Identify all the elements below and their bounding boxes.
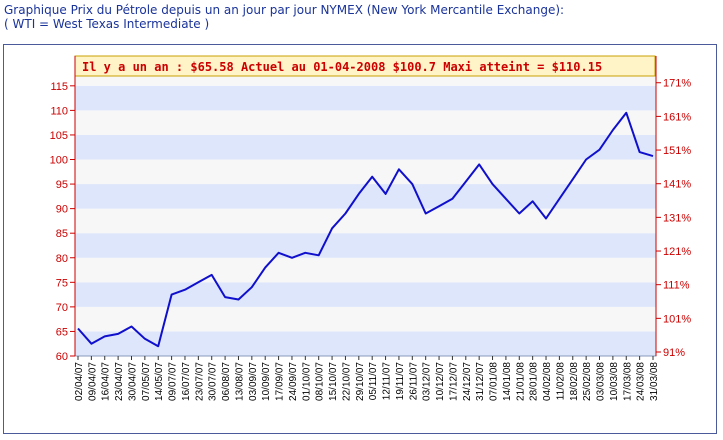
chart-title: Il y a un an : $65.58 Actuel au 01-04-20… <box>82 60 602 74</box>
x-tick-label: 09/04/07 <box>87 362 98 401</box>
left-tick-label: 90 <box>56 204 68 216</box>
x-tick-label: 16/07/07 <box>181 362 192 401</box>
left-tick-label: 105 <box>50 130 68 142</box>
x-tick-label: 18/02/08 <box>569 362 580 401</box>
x-tick-label: 23/04/07 <box>114 362 125 401</box>
right-tick-label: 161% <box>663 111 691 123</box>
left-y-axis: 60 65 70 75 80 85 90 95 100 105 110 115 <box>50 56 76 363</box>
grid-band <box>75 184 656 209</box>
x-tick-label: 30/07/07 <box>208 362 219 401</box>
grid-band <box>75 134 656 160</box>
x-tick-label: 17/12/07 <box>448 362 459 401</box>
grid-band <box>75 257 656 283</box>
x-tick-label: 25/02/08 <box>582 362 593 401</box>
chart-caption: Graphique Prix du Pétrole depuis un an j… <box>4 3 719 31</box>
left-tick-label: 100 <box>50 155 68 167</box>
x-tick-label: 10/03/08 <box>609 362 620 401</box>
grid-band <box>75 159 656 185</box>
x-tick-label: 11/02/08 <box>555 362 566 401</box>
grid-band <box>75 110 656 135</box>
x-tick-label: 05/11/07 <box>368 362 379 401</box>
x-tick-label: 31/12/07 <box>475 362 486 401</box>
left-tick-label: 75 <box>56 277 68 289</box>
left-tick-label: 115 <box>50 81 68 93</box>
x-tick-label: 07/05/07 <box>141 362 152 401</box>
right-tick-label: 151% <box>663 145 691 157</box>
x-tick-label: 06/08/07 <box>221 362 232 401</box>
right-tick-label: 141% <box>663 179 691 191</box>
x-tick-label: 30/04/07 <box>127 362 138 401</box>
right-tick-label: 131% <box>663 212 691 224</box>
x-tick-label: 10/12/07 <box>435 362 446 401</box>
right-tick-label: 111% <box>663 280 690 292</box>
x-tick-label: 01/10/07 <box>301 362 312 401</box>
x-tick-label: 14/05/07 <box>154 362 165 401</box>
grid-band <box>75 233 656 258</box>
grid-band <box>75 331 656 356</box>
left-tick-label: 70 <box>56 302 68 314</box>
x-tick-label: 03/03/08 <box>596 362 607 401</box>
right-y-axis: 91% 101% 111% 121% 131% 141% 151% 161% 171% <box>655 56 691 359</box>
x-tick-label: 16/04/07 <box>101 362 112 401</box>
x-tick-label: 13/08/07 <box>234 362 245 401</box>
price-series-line <box>77 111 654 348</box>
x-tick-label: 03/09/07 <box>248 362 259 401</box>
x-tick-label: 24/09/07 <box>288 362 299 401</box>
x-tick-label: 28/01/08 <box>529 362 540 401</box>
left-tick-label: 95 <box>56 179 68 191</box>
left-tick-label: 85 <box>56 228 68 240</box>
x-tick-label: 19/11/07 <box>395 362 406 401</box>
x-tick-label: 23/07/07 <box>194 362 205 401</box>
x-tick-label: 03/12/07 <box>422 362 433 401</box>
x-tick-label: 04/02/08 <box>542 362 553 401</box>
x-tick-label: 29/10/07 <box>355 362 366 401</box>
left-tick-label: 65 <box>56 326 68 338</box>
grid-band <box>75 306 656 332</box>
grid-bands <box>74 75 657 357</box>
x-tick-label: 09/07/07 <box>168 362 179 401</box>
x-tick-label: 31/03/08 <box>649 362 660 401</box>
x-tick-label: 15/10/07 <box>328 362 339 401</box>
left-tick-label: 60 <box>56 351 68 363</box>
right-tick-label: 101% <box>663 313 691 325</box>
grid-band <box>75 76 656 86</box>
left-tick-label: 80 <box>56 253 68 265</box>
x-tick-label: 12/11/07 <box>382 362 393 401</box>
right-tick-label: 91% <box>663 347 685 359</box>
grid-band <box>75 208 656 234</box>
x-tick-label: 24/03/08 <box>636 362 647 401</box>
x-tick-label: 22/10/07 <box>341 362 352 401</box>
x-tick-label: 10/09/07 <box>261 362 272 401</box>
caption-line-1: Graphique Prix du Pétrole depuis un an j… <box>4 3 565 17</box>
right-tick-label: 171% <box>663 78 691 90</box>
x-tick-label: 02/04/07 <box>74 362 85 401</box>
x-tick-label: 17/09/07 <box>275 362 286 401</box>
x-axis: 02/04/07 09/04/07 16/04/07 23/04/07 30/04/07… <box>74 356 660 401</box>
x-tick-label: 24/12/07 <box>462 362 473 401</box>
x-tick-label: 21/01/08 <box>515 362 526 401</box>
x-tick-label: 07/01/08 <box>489 362 500 401</box>
grid-band <box>75 282 656 307</box>
right-tick-label: 121% <box>663 246 691 258</box>
left-tick-label: 110 <box>50 105 68 117</box>
x-tick-label: 17/03/08 <box>622 362 633 401</box>
x-tick-label: 08/10/07 <box>315 362 326 401</box>
grid-band <box>75 85 656 111</box>
x-tick-label: 14/01/08 <box>502 362 513 401</box>
x-tick-label: 26/11/07 <box>408 362 419 401</box>
caption-line-2: ( WTI = West Texas Intermediate ) <box>4 17 210 31</box>
